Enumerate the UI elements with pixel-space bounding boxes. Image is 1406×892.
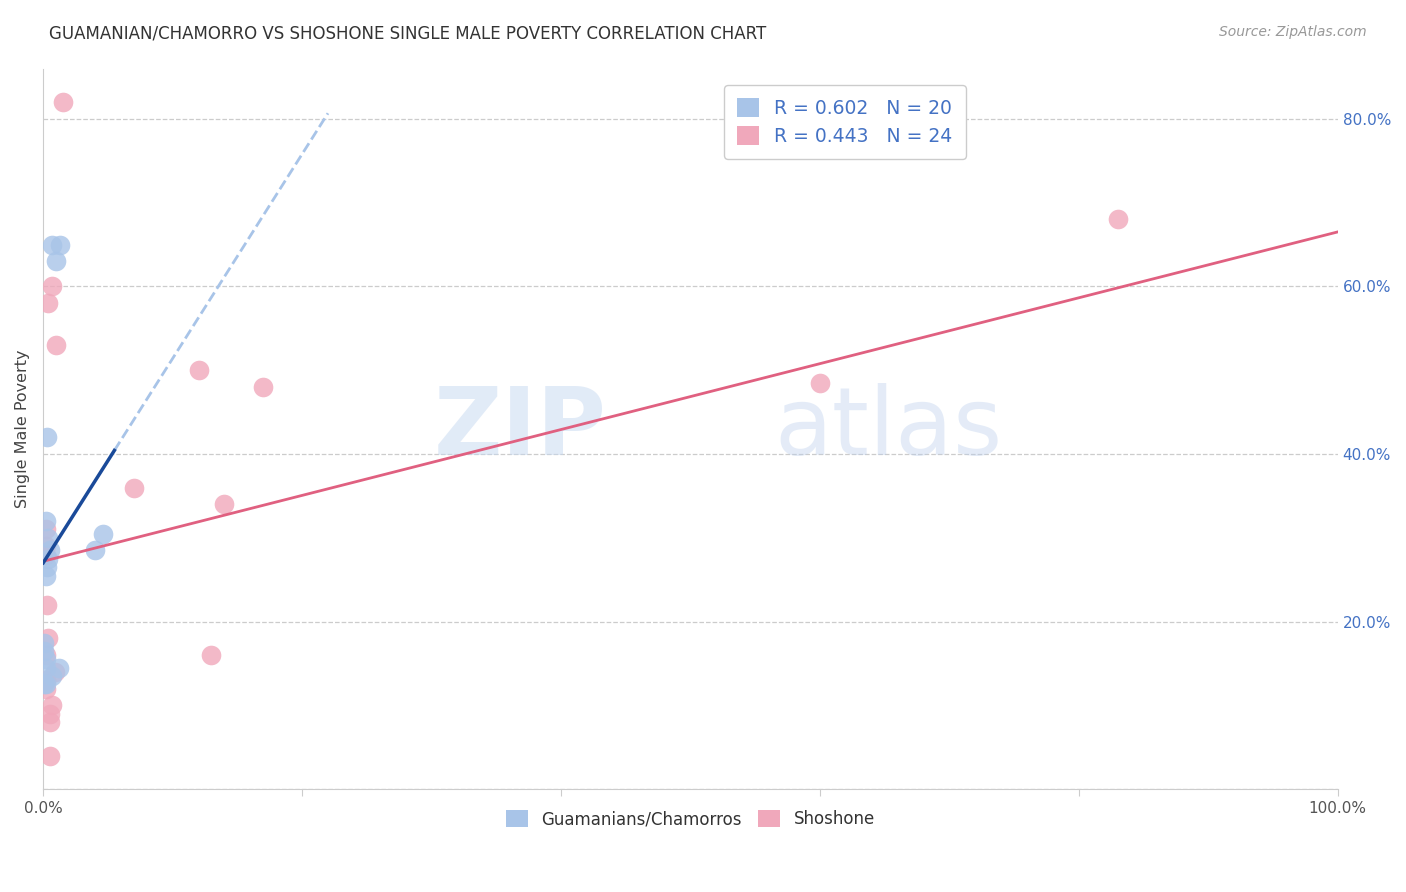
Point xyxy=(84,543,107,558)
Text: atlas: atlas xyxy=(775,383,1002,475)
Point xyxy=(41,237,63,252)
Point xyxy=(34,635,56,649)
Point xyxy=(35,661,58,675)
Point xyxy=(45,254,67,268)
Point xyxy=(35,514,58,528)
Point xyxy=(37,551,59,566)
Point xyxy=(38,715,60,730)
Point xyxy=(808,376,831,390)
Point xyxy=(122,481,145,495)
Y-axis label: Single Male Poverty: Single Male Poverty xyxy=(15,350,30,508)
Point xyxy=(1107,212,1129,227)
Point xyxy=(35,568,58,582)
Point xyxy=(34,644,56,658)
Point xyxy=(91,526,114,541)
Point xyxy=(49,237,72,252)
Point xyxy=(35,677,58,691)
Point xyxy=(35,681,58,696)
Point xyxy=(200,648,222,662)
Point xyxy=(35,648,58,662)
Point xyxy=(37,632,59,646)
Text: Source: ZipAtlas.com: Source: ZipAtlas.com xyxy=(1219,25,1367,39)
Text: GUAMANIAN/CHAMORRO VS SHOSHONE SINGLE MALE POVERTY CORRELATION CHART: GUAMANIAN/CHAMORRO VS SHOSHONE SINGLE MA… xyxy=(49,25,766,43)
Point xyxy=(35,548,58,562)
Point xyxy=(35,652,58,666)
Point xyxy=(214,497,236,511)
Point xyxy=(34,677,56,691)
Legend: Guamanians/Chamorros, Shoshone: Guamanians/Chamorros, Shoshone xyxy=(499,804,882,835)
Point xyxy=(38,543,60,558)
Point xyxy=(41,669,63,683)
Point xyxy=(41,279,63,293)
Point xyxy=(44,665,66,679)
Point xyxy=(35,430,58,444)
Point xyxy=(35,523,58,537)
Point xyxy=(252,380,274,394)
Text: ZIP: ZIP xyxy=(433,383,606,475)
Point xyxy=(35,560,58,574)
Point xyxy=(35,673,58,688)
Point xyxy=(48,661,70,675)
Point xyxy=(38,748,60,763)
Point xyxy=(35,539,58,553)
Point xyxy=(187,363,209,377)
Point xyxy=(37,296,59,310)
Point xyxy=(35,598,58,612)
Point xyxy=(38,706,60,721)
Point xyxy=(37,531,59,545)
Point xyxy=(52,95,75,109)
Point xyxy=(41,698,63,713)
Point xyxy=(45,338,67,352)
